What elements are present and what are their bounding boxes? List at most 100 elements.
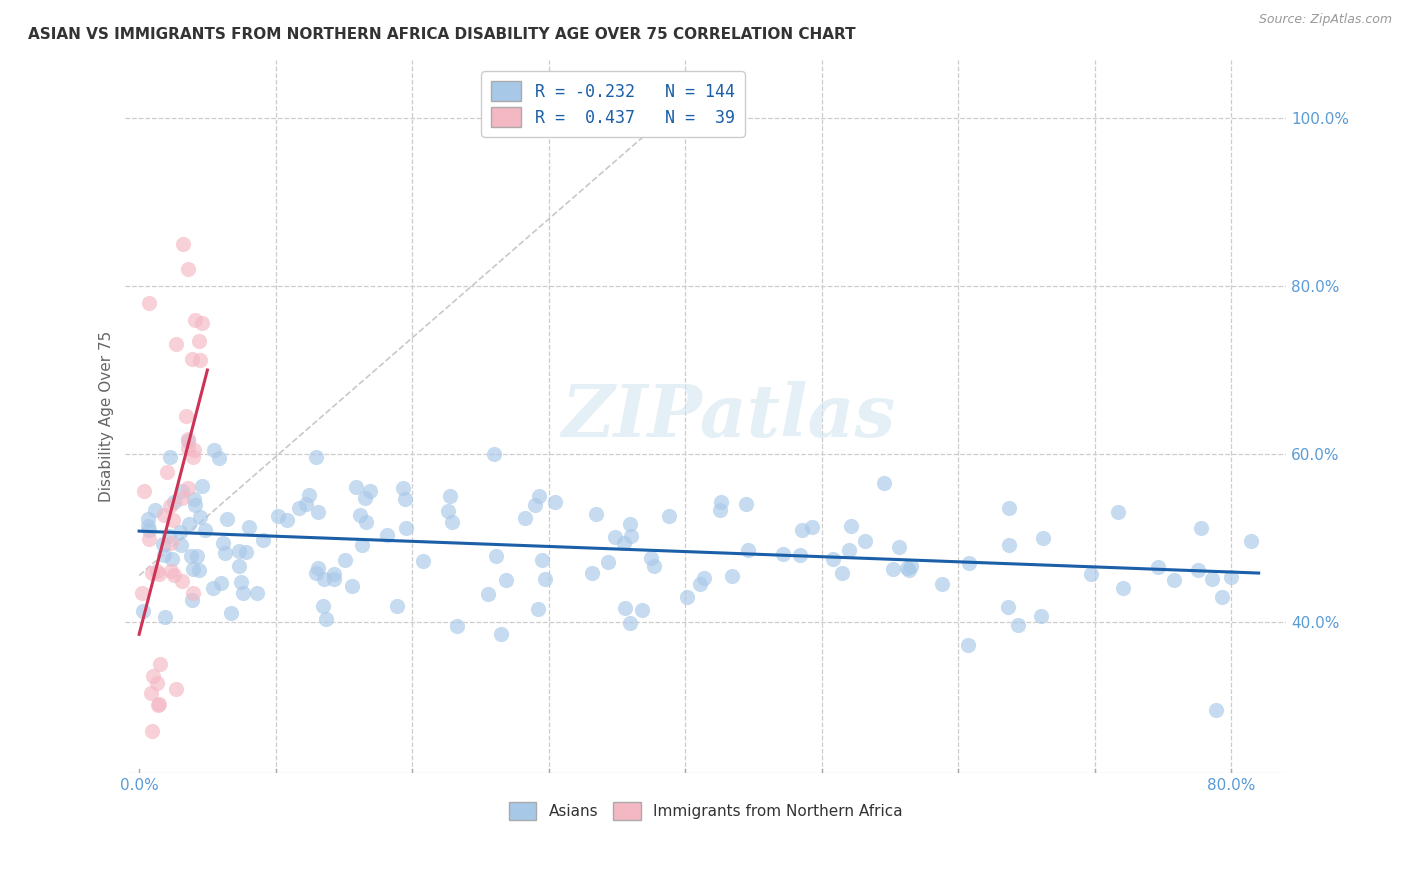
Point — [1147, 559, 1170, 574]
Point — [439, 489, 461, 503]
Point — [831, 566, 853, 580]
Point — [957, 638, 980, 652]
Point — [882, 562, 904, 576]
Point — [709, 503, 731, 517]
Point — [335, 552, 357, 566]
Point — [288, 501, 311, 516]
Point — [160, 536, 183, 550]
Point — [1112, 582, 1135, 596]
Text: Source: ZipAtlas.com: Source: ZipAtlas.com — [1258, 13, 1392, 27]
Point — [146, 698, 169, 713]
Point — [141, 723, 163, 738]
Point — [710, 495, 733, 509]
Point — [485, 549, 508, 563]
Point — [1080, 567, 1102, 582]
Point — [613, 536, 636, 550]
Point — [790, 523, 813, 537]
Point — [349, 508, 371, 522]
Point — [163, 568, 186, 582]
Point — [531, 553, 554, 567]
Point — [344, 480, 367, 494]
Point — [188, 352, 211, 367]
Point — [446, 619, 468, 633]
Point — [853, 534, 876, 549]
Point — [489, 627, 512, 641]
Point — [160, 552, 183, 566]
Point — [191, 479, 214, 493]
Point — [177, 481, 200, 495]
Point — [352, 538, 374, 552]
Point — [183, 499, 205, 513]
Point — [620, 529, 643, 543]
Point — [353, 491, 375, 505]
Point — [149, 657, 172, 671]
Legend: Asians, Immigrants from Northern Africa: Asians, Immigrants from Northern Africa — [502, 796, 908, 826]
Point — [180, 352, 202, 367]
Text: ZIPatlas: ZIPatlas — [562, 381, 896, 451]
Point — [1220, 570, 1243, 584]
Point — [235, 545, 257, 559]
Point — [159, 528, 181, 542]
Point — [181, 450, 204, 464]
Point — [395, 521, 418, 535]
Point — [693, 571, 716, 585]
Point — [212, 535, 235, 549]
Point — [181, 585, 204, 599]
Point — [136, 518, 159, 533]
Point — [1189, 521, 1212, 535]
Point — [232, 586, 254, 600]
Point — [177, 262, 200, 277]
Point — [527, 490, 550, 504]
Point — [143, 503, 166, 517]
Point — [209, 576, 232, 591]
Point — [735, 497, 758, 511]
Point — [298, 488, 321, 502]
Point — [838, 543, 860, 558]
Point — [643, 559, 665, 574]
Point — [931, 577, 953, 591]
Point — [523, 498, 546, 512]
Point — [823, 552, 845, 566]
Point — [177, 433, 200, 447]
Point — [676, 590, 699, 604]
Point — [165, 681, 187, 696]
Point — [156, 465, 179, 479]
Point — [619, 516, 641, 531]
Point — [169, 538, 191, 552]
Point — [148, 697, 170, 711]
Point — [1205, 703, 1227, 717]
Point — [142, 669, 165, 683]
Point — [772, 547, 794, 561]
Point — [202, 442, 225, 457]
Point — [276, 513, 298, 527]
Point — [392, 481, 415, 495]
Point — [1240, 533, 1263, 548]
Point — [873, 476, 896, 491]
Point — [170, 574, 193, 588]
Point — [640, 550, 662, 565]
Point — [132, 604, 155, 618]
Point — [585, 507, 607, 521]
Point — [385, 599, 408, 613]
Point — [527, 602, 550, 616]
Point — [131, 585, 153, 599]
Point — [307, 505, 329, 519]
Point — [180, 549, 202, 563]
Point — [295, 497, 318, 511]
Point — [152, 537, 174, 551]
Point — [219, 606, 242, 620]
Point — [998, 538, 1021, 552]
Point — [159, 450, 181, 465]
Point — [138, 524, 160, 538]
Point — [307, 561, 329, 575]
Point — [201, 581, 224, 595]
Point — [1187, 563, 1209, 577]
Point — [957, 556, 980, 570]
Point — [477, 587, 499, 601]
Point — [172, 237, 194, 252]
Point — [1201, 573, 1223, 587]
Point — [188, 510, 211, 524]
Point — [174, 409, 197, 423]
Point — [437, 504, 460, 518]
Point — [194, 523, 217, 537]
